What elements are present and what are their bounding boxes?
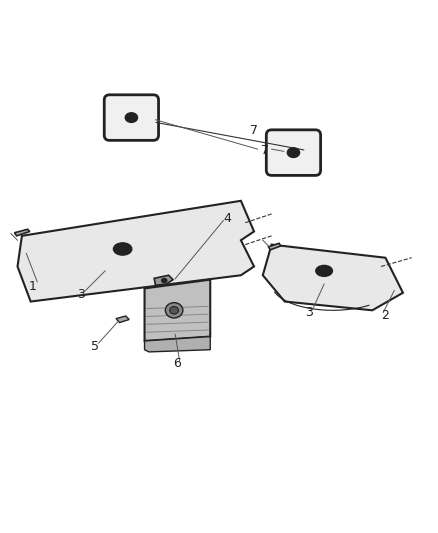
Ellipse shape bbox=[316, 265, 332, 276]
Text: 5: 5 bbox=[92, 340, 99, 353]
Text: 1: 1 bbox=[29, 280, 37, 293]
Polygon shape bbox=[263, 245, 403, 310]
Text: 3: 3 bbox=[77, 288, 85, 302]
Text: 4: 4 bbox=[223, 212, 231, 225]
Ellipse shape bbox=[125, 113, 138, 123]
Polygon shape bbox=[145, 280, 210, 341]
Polygon shape bbox=[14, 229, 30, 236]
Text: 6: 6 bbox=[173, 357, 181, 370]
Polygon shape bbox=[18, 201, 254, 302]
FancyBboxPatch shape bbox=[104, 95, 159, 140]
Text: 7: 7 bbox=[261, 144, 268, 157]
Text: 7: 7 bbox=[250, 124, 258, 137]
Polygon shape bbox=[145, 336, 210, 352]
Text: 3: 3 bbox=[305, 306, 313, 319]
Text: 2: 2 bbox=[381, 310, 389, 322]
FancyBboxPatch shape bbox=[266, 130, 321, 175]
Ellipse shape bbox=[166, 303, 183, 318]
Polygon shape bbox=[116, 316, 129, 322]
Ellipse shape bbox=[287, 148, 300, 157]
Polygon shape bbox=[268, 243, 281, 250]
Ellipse shape bbox=[170, 306, 179, 314]
Ellipse shape bbox=[162, 279, 167, 282]
Polygon shape bbox=[154, 275, 173, 285]
Ellipse shape bbox=[113, 243, 132, 255]
